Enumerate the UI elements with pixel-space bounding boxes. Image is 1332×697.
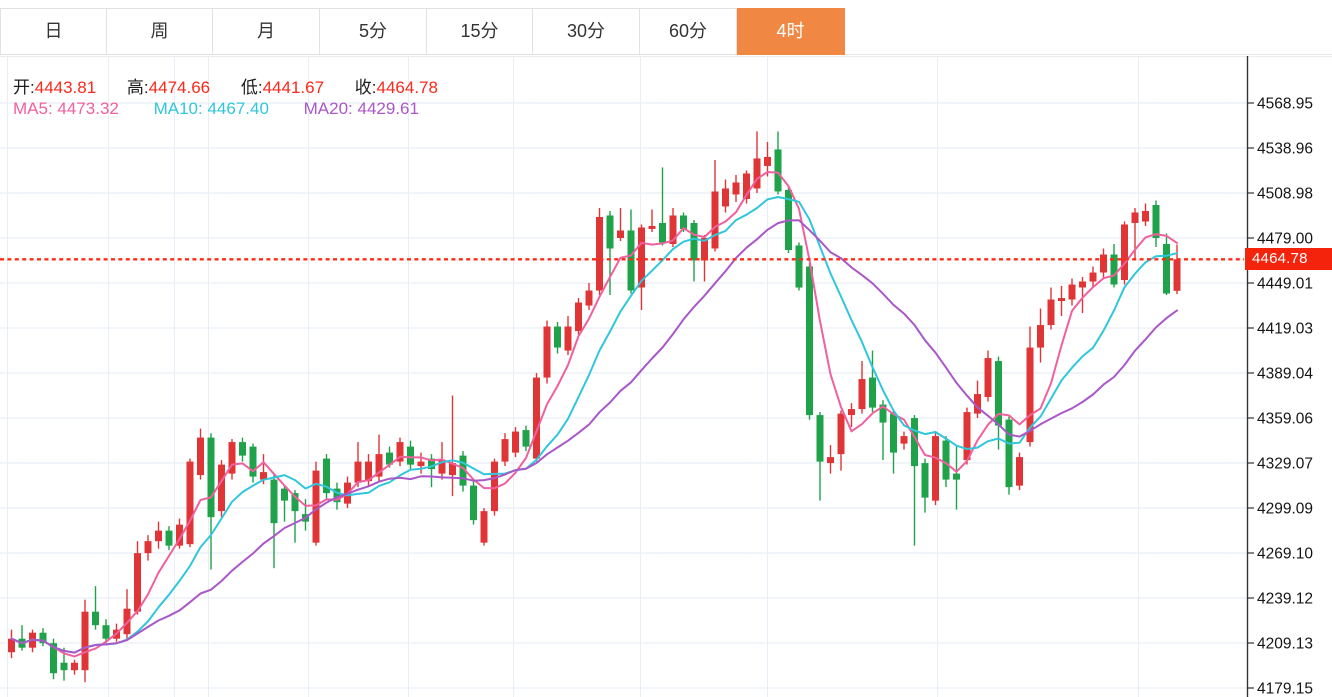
open-label: 开: <box>13 78 35 97</box>
low-value: 4441.67 <box>262 78 325 97</box>
open-value: 4443.81 <box>34 78 97 97</box>
ma-layer <box>10 171 1178 658</box>
y-axis-tick-label: 4359.06 <box>1257 411 1313 428</box>
y-axis-tick-label: 4299.09 <box>1257 501 1313 518</box>
high-value: 4474.66 <box>148 78 211 97</box>
ohlc-legend: 开:4443.81 高:4474.66 低:4441.67 收:4464.78 <box>13 73 464 98</box>
y-axis: 4568.95 4538.96 4508.98 4479.00 4449.01 4419.… <box>1246 56 1313 697</box>
tab-month[interactable]: 月 <box>213 8 320 55</box>
y-axis-tick-label: 4538.96 <box>1257 141 1313 158</box>
grid-layer <box>0 56 1332 697</box>
ma20-value: MA20: 4429.61 <box>303 99 419 118</box>
timeframe-tabbar: 日 周 月 5分 15分 30分 60分 4时 <box>0 8 845 55</box>
tab-4hour[interactable]: 4时 <box>737 8 845 55</box>
y-axis-tick-label: 4568.95 <box>1257 96 1313 113</box>
close-label: 收: <box>354 78 377 97</box>
tab-15min[interactable]: 15分 <box>427 8 533 55</box>
y-axis-tick-label: 4269.10 <box>1257 546 1313 563</box>
tab-60min[interactable]: 60分 <box>640 8 737 55</box>
y-axis-tick-label: 4239.12 <box>1257 591 1313 608</box>
ma-legend: MA5: 4473.32 MA10: 4467.40 MA20: 4429.61 <box>13 99 449 119</box>
y-axis-tick-label: 4179.15 <box>1257 681 1313 697</box>
y-axis-tick-label: 4449.01 <box>1257 276 1313 293</box>
ma10-value: MA10: 4467.40 <box>153 99 269 118</box>
last-price-badge: 4464.78 <box>1245 248 1332 270</box>
y-axis-tick-label: 4479.00 <box>1257 231 1313 248</box>
y-axis-tick-label: 4209.13 <box>1257 636 1313 653</box>
y-axis-tick-label: 4508.98 <box>1257 186 1313 203</box>
high-label: 高: <box>126 78 149 97</box>
candles-layer <box>8 131 1181 683</box>
tab-week[interactable]: 周 <box>107 8 213 55</box>
y-axis-tick-label: 4389.04 <box>1257 366 1313 383</box>
tab-day[interactable]: 日 <box>0 8 107 55</box>
ma5-value: MA5: 4473.32 <box>13 99 119 118</box>
low-label: 低: <box>240 78 263 97</box>
y-axis-tick-label: 4419.03 <box>1257 321 1313 338</box>
tab-30min[interactable]: 30分 <box>533 8 640 55</box>
y-axis-tick-label: 4329.07 <box>1257 456 1313 473</box>
close-value: 4464.78 <box>376 78 438 97</box>
tab-5min[interactable]: 5分 <box>320 8 427 55</box>
candlestick-chart[interactable]: 4568.95 4538.96 4508.98 4479.00 4449.01 4419.… <box>0 56 1332 697</box>
